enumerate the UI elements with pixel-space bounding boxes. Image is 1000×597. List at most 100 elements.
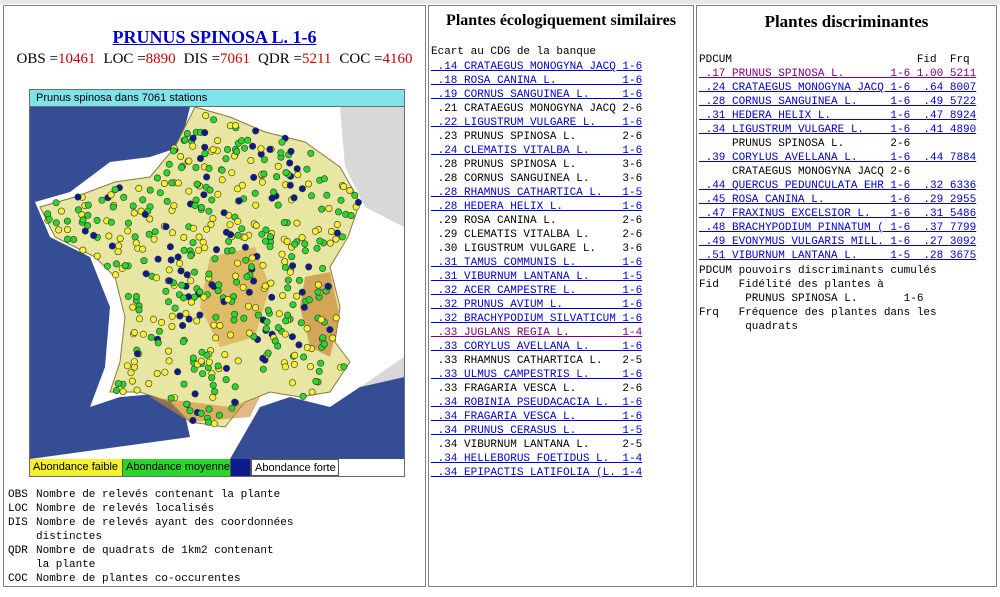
station-dot: [248, 263, 256, 271]
station-dot: [244, 136, 252, 144]
station-dot: [135, 306, 143, 314]
station-dot: [315, 367, 323, 375]
similar-subtitle: Ecart au CDG de la banque: [431, 46, 597, 58]
similar-item[interactable]: .31 TAMUS COMMUNIS L. 1-6: [431, 257, 643, 269]
discriminant-item[interactable]: .48 BRACHYPODIUM PINNATUM ( 1-6 .37 7799: [699, 222, 977, 234]
discriminant-item[interactable]: .28 CORNUS SANGUINEA L. 1-6 .49 5722: [699, 96, 977, 108]
species-title[interactable]: PRUNUS SPINOSA L. 1-6: [112, 27, 317, 47]
station-dot: [286, 159, 294, 167]
station-dot: [289, 262, 297, 270]
definition-key: LOC: [8, 503, 28, 515]
station-dot: [210, 420, 218, 428]
station-dot: [119, 388, 127, 396]
station-dot: [55, 226, 63, 234]
station-dot: [224, 145, 232, 153]
station-dot: [187, 277, 195, 285]
discriminant-item[interactable]: .45 ROSA CANINA L. 1-6 .29 2955: [699, 194, 977, 206]
station-dot: [202, 112, 210, 120]
station-dot: [337, 196, 345, 204]
station-dot: [224, 296, 232, 304]
station-dot: [252, 127, 260, 135]
similar-item[interactable]: .24 CLEMATIS VITALBA L. 1-6: [431, 145, 643, 157]
similar-item[interactable]: .28 RHAMNUS CATHARTICA L. 1-5: [431, 187, 643, 199]
similar-item[interactable]: .34 HELLEBORUS FOETIDUS L. 1-4: [431, 453, 643, 465]
similar-item[interactable]: .34 EPIPACTIS LATIFOLIA (L. 1-4: [431, 467, 643, 479]
definition-row: PRUNUS SPINOSA L. 1-6: [699, 293, 924, 305]
discriminant-item[interactable]: .39 CORYLUS AVELLANA L. 1-6 .44 7884: [699, 152, 977, 164]
stats-line: OBS =10461 LOC =8890 DIS =7061 QDR =5211 COC…: [4, 51, 425, 68]
neighbor-land: [360, 357, 404, 387]
station-dot: [281, 330, 289, 338]
station-dot: [196, 311, 204, 319]
station-dot: [167, 256, 175, 264]
similar-item[interactable]: .34 ROBINIA PSEUDACACIA L. 1-6: [431, 397, 643, 409]
discriminant-item[interactable]: .49 EVONYMUS VULGARIS MILL. 1-6 .27 3092: [699, 236, 977, 248]
station-dot: [93, 216, 101, 224]
station-dot: [307, 149, 315, 157]
similar-item[interactable]: .31 VIBURNUM LANTANA L. 1-5: [431, 271, 643, 283]
station-dot: [308, 388, 316, 396]
station-dot: [142, 270, 150, 278]
similar-item[interactable]: .28 HEDERA HELIX L. 1-6: [431, 201, 643, 213]
similar-item[interactable]: .33 CORYLUS AVELLANA L. 1-6: [431, 341, 643, 353]
station-dot: [174, 253, 182, 261]
similar-item[interactable]: .33 JUGLANS REGIA L. 1-4: [431, 327, 643, 339]
station-dot: [319, 264, 327, 272]
station-dot: [141, 210, 149, 218]
station-dot: [203, 225, 211, 233]
similar-item[interactable]: .32 PRUNUS AVIUM L. 1-6: [431, 299, 643, 311]
station-dot: [290, 194, 298, 202]
discriminant-item[interactable]: .34 LIGUSTRUM VULGARE L. 1-6 .41 4890: [699, 124, 977, 136]
station-dot: [262, 226, 270, 234]
similar-item[interactable]: .22 LIGUSTRUM VULGARE L. 1-6: [431, 117, 643, 129]
discriminant-item[interactable]: .44 QUERCUS PEDUNCULATA EHR 1-6 .32 6336: [699, 180, 977, 192]
similar-item[interactable]: .32 ACER CAMPESTRE L. 1-6: [431, 285, 643, 297]
station-dot: [323, 191, 331, 199]
station-dot: [326, 239, 334, 247]
station-dot: [129, 202, 137, 210]
station-dot: [107, 218, 115, 226]
discriminant-header: PDCUM Fid Frq: [699, 54, 970, 66]
discriminant-item: CRATAEGUS MONOGYNA JACQ 2-6: [699, 166, 950, 178]
station-dot: [250, 277, 258, 285]
station-dot: [259, 365, 267, 373]
discriminant-item[interactable]: .51 VIBURNUM LANTANA L. 1-5 .28 3675: [699, 250, 977, 262]
station-dot: [222, 376, 230, 384]
station-dot: [163, 169, 171, 177]
station-dot: [300, 353, 308, 361]
station-dot: [160, 180, 168, 188]
similar-item[interactable]: .32 BRACHYPODIUM SILVATICUM 1-6: [431, 313, 643, 325]
station-dot: [162, 287, 170, 295]
discriminant-plants-panel: Plantes discriminantes PDCUM Fid Frq .17…: [696, 5, 997, 587]
similar-item[interactable]: .19 CORNUS SANGUINEA L. 1-6: [431, 89, 643, 101]
station-dot: [298, 288, 306, 296]
station-dot: [156, 189, 164, 197]
similar-item[interactable]: .34 PRUNUS CERASUS L. 1-5: [431, 425, 643, 437]
station-dot: [332, 235, 340, 243]
station-dot: [107, 191, 115, 199]
station-dot: [168, 312, 176, 320]
station-dot: [162, 223, 170, 231]
station-dot: [201, 143, 209, 151]
station-dot: [183, 400, 191, 408]
station-dot: [112, 271, 120, 279]
similar-item[interactable]: .14 CRATAEGUS MONOGYNA JACQ 1-6: [431, 61, 643, 73]
station-dot: [190, 224, 198, 232]
station-dot: [245, 302, 253, 310]
station-dot: [183, 129, 191, 137]
discriminant-item[interactable]: .17 PRUNUS SPINOSA L. 1-6 1.00 5211: [699, 68, 977, 80]
discriminant-item[interactable]: .47 FRAXINUS EXCELSIOR L. 1-6 .31 5486: [699, 208, 977, 220]
discriminant-item[interactable]: .31 HEDERA HELIX L. 1-6 .47 8924: [699, 110, 977, 122]
similar-item[interactable]: .18 ROSA CANINA L. 1-6: [431, 75, 643, 87]
station-dot: [197, 409, 205, 417]
similar-item[interactable]: .33 ULMUS CAMPESTRIS L. 1-6: [431, 369, 643, 381]
station-dot: [180, 380, 188, 388]
discriminant-item[interactable]: .24 CRATAEGUS MONOGYNA JACQ 1-6 .64 8007: [699, 82, 977, 94]
station-dot: [52, 199, 60, 207]
station-dot: [199, 370, 207, 378]
similar-item[interactable]: .34 FRAGARIA VESCA L. 1-6: [431, 411, 643, 423]
definition-text: Nombre de plantes co-occurentes: [36, 573, 241, 585]
definition-text: Nombre de quadrats de 1km2 contenant: [36, 545, 274, 557]
station-dot: [288, 379, 296, 387]
station-dot: [257, 145, 265, 153]
